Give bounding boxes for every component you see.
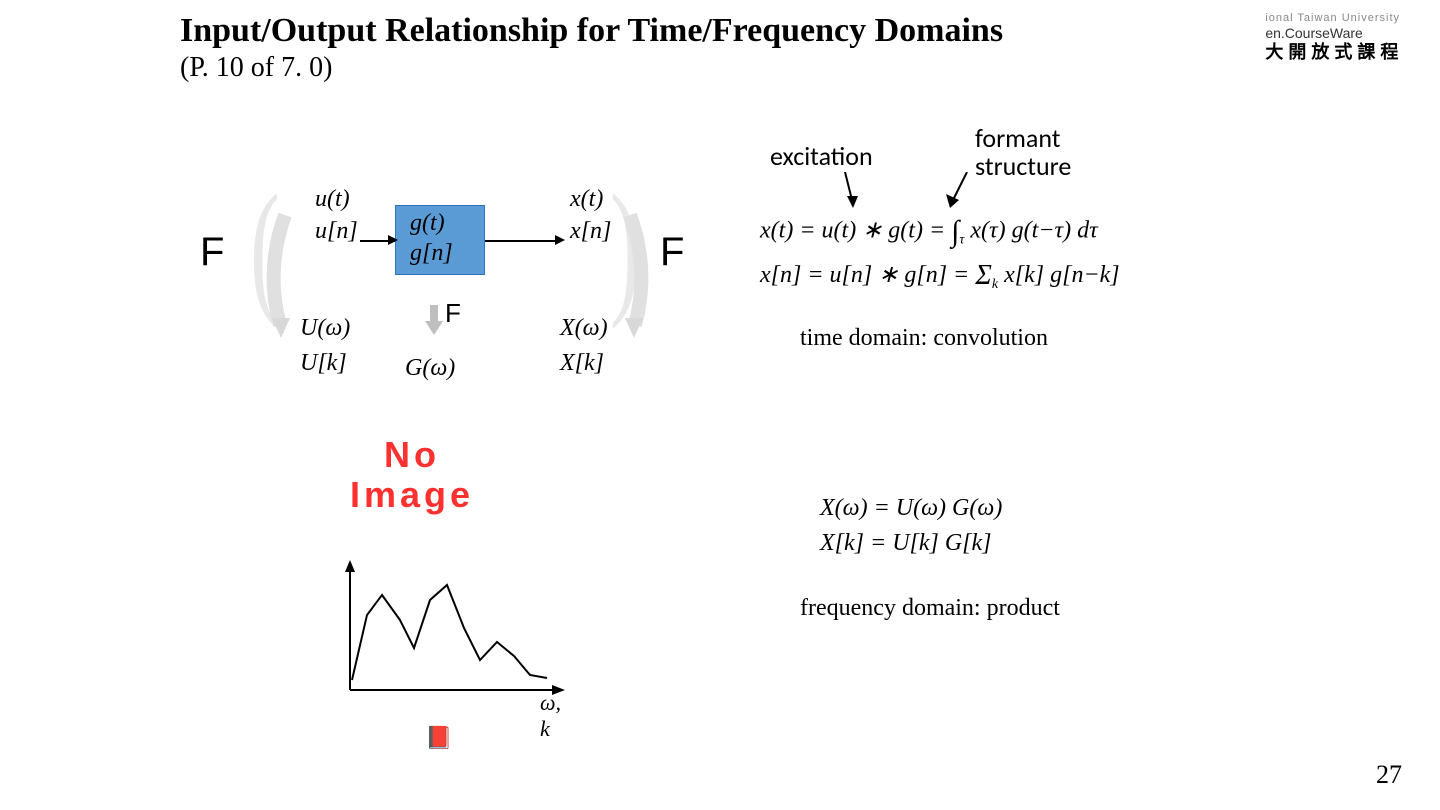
axis-label: ω, k [540, 690, 570, 742]
X-k: X[k] [560, 350, 604, 377]
main-title: Input/Output Relationship for Time/Frequ… [180, 12, 1003, 50]
ann-arrow-excitation [840, 172, 860, 210]
fourier-left: F [200, 230, 224, 275]
ann-arrow-formant [945, 172, 973, 210]
eq-prod-w: X(ω) = U(ω) G(ω) [820, 495, 1002, 522]
logo-line3: 大 開 放 式 課 程 [1265, 42, 1400, 64]
logo-line2: en.CourseWare [1265, 25, 1400, 42]
book-icon: 📕 [425, 725, 452, 751]
curve-arrow-right [605, 210, 655, 340]
u-t: u(t) [315, 186, 350, 213]
arrow-in-head [388, 235, 398, 245]
g-t: g(t) [410, 210, 445, 237]
page-number: 27 [1376, 760, 1402, 790]
ann-excitation: excitation [770, 140, 873, 172]
arrow-out-head [555, 235, 565, 245]
eq-conv-n: x[n] = u[n] ∗ g[n] = Σk x[k] g[n−k] [760, 260, 1120, 293]
fourier-small: F [445, 298, 461, 329]
U-omega: U(ω) [300, 315, 350, 342]
logo-line1: ional Taiwan University [1265, 12, 1400, 25]
note-freq: frequency domain: product [800, 595, 1060, 622]
ann-formant2: structure [975, 150, 1071, 182]
G-omega: G(ω) [405, 355, 455, 382]
note-time: time domain: convolution [800, 325, 1048, 352]
no-image-placeholder: No Image [350, 435, 474, 514]
eq-conv-t: x(t) = u(t) ∗ g(t) = ∫τ x(τ) g(t−τ) dτ [760, 215, 1098, 249]
subtitle: (P. 10 of 7. 0) [180, 52, 1003, 84]
X-omega: X(ω) [560, 315, 608, 342]
header: Input/Output Relationship for Time/Frequ… [180, 12, 1003, 84]
down-arrow-icon [425, 305, 443, 335]
U-k: U[k] [300, 350, 347, 377]
system-diagram: F F ( ) u(t) u[n] x(t) x[n] g(t) g[n] F … [200, 180, 700, 440]
eq-prod-k: X[k] = U[k] G[k] [820, 530, 992, 557]
fourier-right: F [660, 230, 684, 275]
g-n: g[n] [410, 240, 453, 267]
u-n: u[n] [315, 218, 358, 245]
no-image-line1: No [350, 435, 474, 475]
arrow-out [485, 240, 560, 242]
spectrum-svg [340, 560, 570, 710]
spectrum-plot: ω, k [340, 560, 570, 710]
x-t: x(t) [570, 186, 603, 213]
no-image-line2: Image [350, 475, 474, 515]
logo: ional Taiwan University en.CourseWare 大 … [1265, 12, 1400, 64]
x-n: x[n] [570, 218, 611, 245]
